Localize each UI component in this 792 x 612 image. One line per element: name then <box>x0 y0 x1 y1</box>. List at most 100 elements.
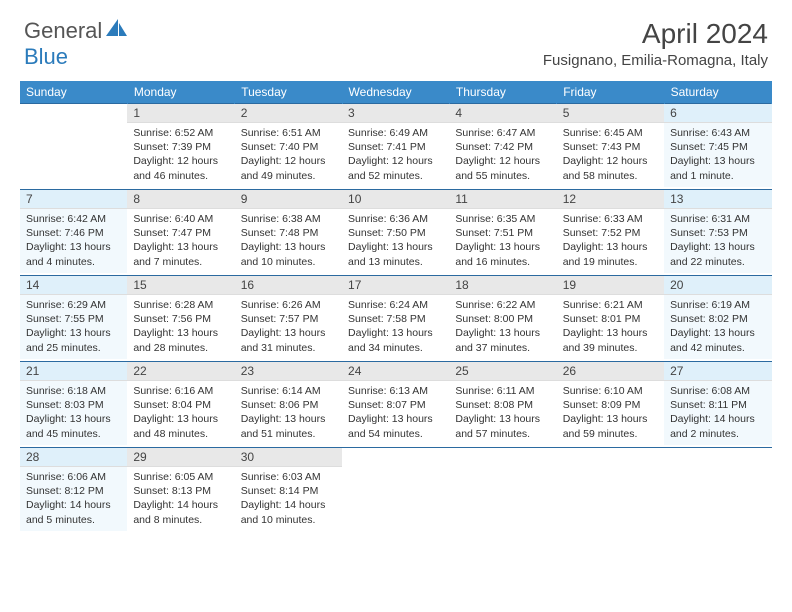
logo-sail-icon <box>106 19 128 44</box>
calendar-cell: 2Sunrise: 6:51 AMSunset: 7:40 PMDaylight… <box>235 104 342 190</box>
day-body: Sunrise: 6:26 AMSunset: 7:57 PMDaylight:… <box>235 295 342 359</box>
day-body: Sunrise: 6:19 AMSunset: 8:02 PMDaylight:… <box>664 295 771 359</box>
calendar-cell: 24Sunrise: 6:13 AMSunset: 8:07 PMDayligh… <box>342 362 449 448</box>
day-number: 5 <box>557 104 664 123</box>
calendar-cell: 30Sunrise: 6:03 AMSunset: 8:14 PMDayligh… <box>235 448 342 534</box>
calendar-cell <box>342 448 449 534</box>
calendar-body: 1Sunrise: 6:52 AMSunset: 7:39 PMDaylight… <box>20 104 772 534</box>
day-number: 11 <box>449 190 556 209</box>
day-number: 23 <box>235 362 342 381</box>
calendar-row: 7Sunrise: 6:42 AMSunset: 7:46 PMDaylight… <box>20 190 772 276</box>
day-number: 13 <box>664 190 771 209</box>
day-number: 1 <box>127 104 234 123</box>
day-number: 19 <box>557 276 664 295</box>
day-number: 26 <box>557 362 664 381</box>
calendar-cell: 6Sunrise: 6:43 AMSunset: 7:45 PMDaylight… <box>664 104 771 190</box>
calendar-cell: 11Sunrise: 6:35 AMSunset: 7:51 PMDayligh… <box>449 190 556 276</box>
day-body: Sunrise: 6:24 AMSunset: 7:58 PMDaylight:… <box>342 295 449 359</box>
day-body: Sunrise: 6:14 AMSunset: 8:06 PMDaylight:… <box>235 381 342 445</box>
day-number: 7 <box>20 190 127 209</box>
day-number: 30 <box>235 448 342 467</box>
logo-text-general: General <box>24 18 102 44</box>
day-number: 4 <box>449 104 556 123</box>
day-body: Sunrise: 6:11 AMSunset: 8:08 PMDaylight:… <box>449 381 556 445</box>
day-body: Sunrise: 6:36 AMSunset: 7:50 PMDaylight:… <box>342 209 449 273</box>
day-number: 2 <box>235 104 342 123</box>
day-body: Sunrise: 6:43 AMSunset: 7:45 PMDaylight:… <box>664 123 771 187</box>
calendar-cell: 13Sunrise: 6:31 AMSunset: 7:53 PMDayligh… <box>664 190 771 276</box>
weekday-header: Thursday <box>449 81 556 104</box>
calendar-cell: 28Sunrise: 6:06 AMSunset: 8:12 PMDayligh… <box>20 448 127 534</box>
calendar-cell: 25Sunrise: 6:11 AMSunset: 8:08 PMDayligh… <box>449 362 556 448</box>
day-body: Sunrise: 6:35 AMSunset: 7:51 PMDaylight:… <box>449 209 556 273</box>
day-body: Sunrise: 6:13 AMSunset: 8:07 PMDaylight:… <box>342 381 449 445</box>
calendar-cell: 4Sunrise: 6:47 AMSunset: 7:42 PMDaylight… <box>449 104 556 190</box>
weekday-header: Monday <box>127 81 234 104</box>
day-number: 6 <box>664 104 771 123</box>
day-body: Sunrise: 6:51 AMSunset: 7:40 PMDaylight:… <box>235 123 342 187</box>
weekday-header: Sunday <box>20 81 127 104</box>
day-body: Sunrise: 6:40 AMSunset: 7:47 PMDaylight:… <box>127 209 234 273</box>
logo-text-blue: Blue <box>24 44 68 69</box>
day-body: Sunrise: 6:45 AMSunset: 7:43 PMDaylight:… <box>557 123 664 187</box>
calendar-cell <box>557 448 664 534</box>
day-body: Sunrise: 6:29 AMSunset: 7:55 PMDaylight:… <box>20 295 127 359</box>
calendar-cell: 10Sunrise: 6:36 AMSunset: 7:50 PMDayligh… <box>342 190 449 276</box>
calendar-row: 28Sunrise: 6:06 AMSunset: 8:12 PMDayligh… <box>20 448 772 534</box>
day-number: 24 <box>342 362 449 381</box>
month-title: April 2024 <box>543 18 768 50</box>
day-number: 25 <box>449 362 556 381</box>
day-body: Sunrise: 6:52 AMSunset: 7:39 PMDaylight:… <box>127 123 234 187</box>
calendar-row: 14Sunrise: 6:29 AMSunset: 7:55 PMDayligh… <box>20 276 772 362</box>
day-body: Sunrise: 6:03 AMSunset: 8:14 PMDaylight:… <box>235 467 342 531</box>
calendar-cell: 23Sunrise: 6:14 AMSunset: 8:06 PMDayligh… <box>235 362 342 448</box>
day-number: 17 <box>342 276 449 295</box>
day-number: 27 <box>664 362 771 381</box>
day-body: Sunrise: 6:16 AMSunset: 8:04 PMDaylight:… <box>127 381 234 445</box>
day-body: Sunrise: 6:38 AMSunset: 7:48 PMDaylight:… <box>235 209 342 273</box>
logo-blue-row: Blue <box>24 44 68 70</box>
calendar-cell: 16Sunrise: 6:26 AMSunset: 7:57 PMDayligh… <box>235 276 342 362</box>
weekday-header: Friday <box>557 81 664 104</box>
calendar-cell <box>20 104 127 190</box>
day-body: Sunrise: 6:08 AMSunset: 8:11 PMDaylight:… <box>664 381 771 445</box>
weekday-header: Tuesday <box>235 81 342 104</box>
calendar-cell: 27Sunrise: 6:08 AMSunset: 8:11 PMDayligh… <box>664 362 771 448</box>
day-body: Sunrise: 6:31 AMSunset: 7:53 PMDaylight:… <box>664 209 771 273</box>
header: General April 2024 Fusignano, Emilia-Rom… <box>0 0 792 75</box>
calendar-table: Sunday Monday Tuesday Wednesday Thursday… <box>20 81 772 534</box>
day-number: 20 <box>664 276 771 295</box>
calendar-cell: 17Sunrise: 6:24 AMSunset: 7:58 PMDayligh… <box>342 276 449 362</box>
weekday-header: Wednesday <box>342 81 449 104</box>
day-number: 28 <box>20 448 127 467</box>
calendar-cell: 20Sunrise: 6:19 AMSunset: 8:02 PMDayligh… <box>664 276 771 362</box>
calendar-cell: 19Sunrise: 6:21 AMSunset: 8:01 PMDayligh… <box>557 276 664 362</box>
day-number: 18 <box>449 276 556 295</box>
logo: General <box>24 18 130 44</box>
calendar-cell: 9Sunrise: 6:38 AMSunset: 7:48 PMDaylight… <box>235 190 342 276</box>
day-number: 12 <box>557 190 664 209</box>
day-body: Sunrise: 6:33 AMSunset: 7:52 PMDaylight:… <box>557 209 664 273</box>
calendar-cell: 1Sunrise: 6:52 AMSunset: 7:39 PMDaylight… <box>127 104 234 190</box>
calendar-cell: 14Sunrise: 6:29 AMSunset: 7:55 PMDayligh… <box>20 276 127 362</box>
calendar-cell: 21Sunrise: 6:18 AMSunset: 8:03 PMDayligh… <box>20 362 127 448</box>
day-body: Sunrise: 6:18 AMSunset: 8:03 PMDaylight:… <box>20 381 127 445</box>
day-body: Sunrise: 6:49 AMSunset: 7:41 PMDaylight:… <box>342 123 449 187</box>
calendar-cell: 22Sunrise: 6:16 AMSunset: 8:04 PMDayligh… <box>127 362 234 448</box>
day-body: Sunrise: 6:22 AMSunset: 8:00 PMDaylight:… <box>449 295 556 359</box>
day-number: 22 <box>127 362 234 381</box>
calendar-cell: 15Sunrise: 6:28 AMSunset: 7:56 PMDayligh… <box>127 276 234 362</box>
day-number: 15 <box>127 276 234 295</box>
calendar-cell: 8Sunrise: 6:40 AMSunset: 7:47 PMDaylight… <box>127 190 234 276</box>
day-body: Sunrise: 6:21 AMSunset: 8:01 PMDaylight:… <box>557 295 664 359</box>
calendar-cell: 26Sunrise: 6:10 AMSunset: 8:09 PMDayligh… <box>557 362 664 448</box>
weekday-header-row: Sunday Monday Tuesday Wednesday Thursday… <box>20 81 772 104</box>
day-body: Sunrise: 6:06 AMSunset: 8:12 PMDaylight:… <box>20 467 127 531</box>
calendar-cell: 12Sunrise: 6:33 AMSunset: 7:52 PMDayligh… <box>557 190 664 276</box>
day-number: 14 <box>20 276 127 295</box>
day-number: 21 <box>20 362 127 381</box>
calendar-cell <box>664 448 771 534</box>
calendar-cell: 7Sunrise: 6:42 AMSunset: 7:46 PMDaylight… <box>20 190 127 276</box>
day-number: 9 <box>235 190 342 209</box>
day-number: 3 <box>342 104 449 123</box>
